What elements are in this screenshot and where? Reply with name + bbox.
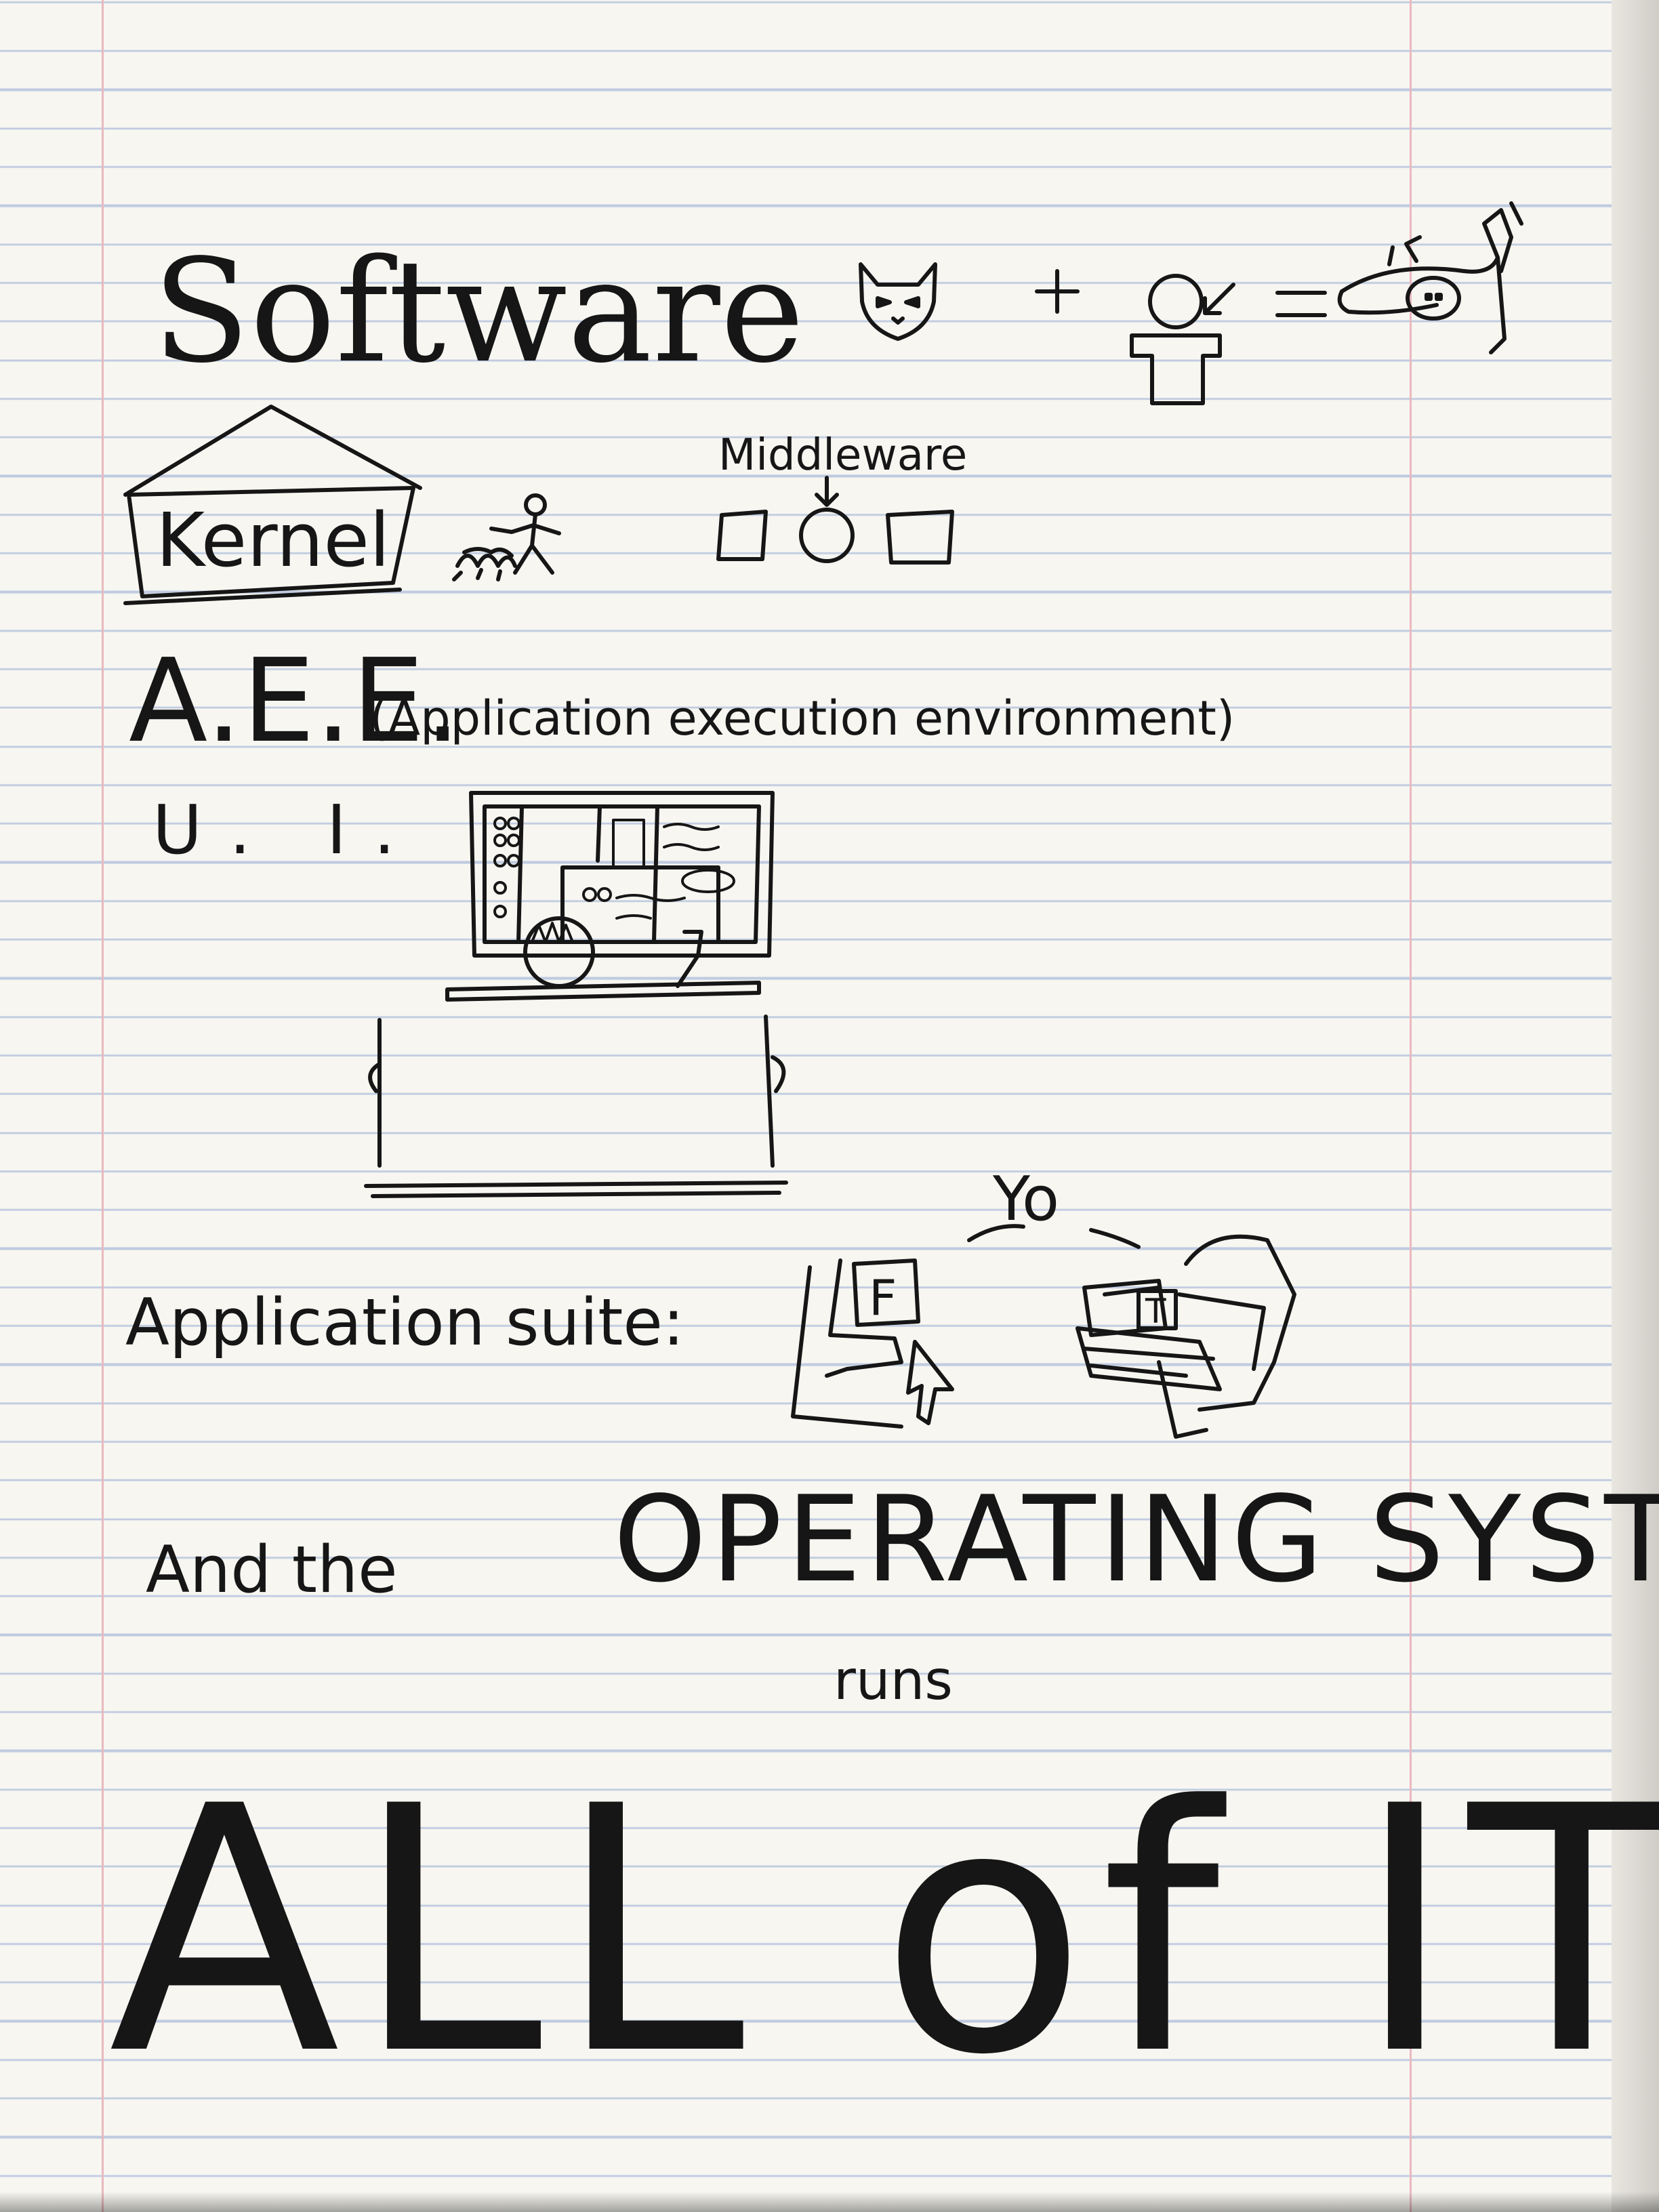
ui-label: U. I. xyxy=(152,790,423,869)
scribble-creatures-icon xyxy=(452,493,561,581)
reclining-figure-icon xyxy=(1337,201,1523,354)
equals-sign-icon xyxy=(1275,291,1327,317)
kernel-house-icon: Kernel xyxy=(123,405,422,605)
application-suite-label: Application suite: xyxy=(125,1286,684,1360)
person-icon xyxy=(1130,274,1235,405)
page-title: Software xyxy=(152,228,805,394)
aee-expansion: (Application execution environment) xyxy=(369,691,1235,746)
cat-head-icon xyxy=(859,262,937,341)
middleware-shapes-icon xyxy=(716,476,954,565)
kernel-label: Kernel xyxy=(156,497,390,583)
middleware-label: Middleware xyxy=(718,430,968,480)
app-icon-t: T xyxy=(1145,1292,1166,1331)
runs-label: runs xyxy=(834,1649,953,1712)
aee-abbreviation: A.E.E. xyxy=(129,634,462,769)
and-the-label: And the xyxy=(146,1533,398,1607)
page-shadow xyxy=(0,2192,1659,2212)
all-of-it-label: ALL of IT xyxy=(108,1734,1659,2129)
operating-system-label: OPERATING SYSTEM xyxy=(613,1471,1659,1609)
margin-line-left xyxy=(102,0,104,2212)
app-icon-f: F xyxy=(869,1269,897,1326)
margin-line-right xyxy=(1410,0,1412,2212)
yo-label: Yo xyxy=(993,1164,1060,1235)
application-suite-sketch: F T xyxy=(791,1224,1296,1439)
plus-sign-icon xyxy=(1035,269,1080,314)
page-edge xyxy=(1612,0,1659,2212)
ui-monitor-desk-sketch xyxy=(364,791,788,1198)
